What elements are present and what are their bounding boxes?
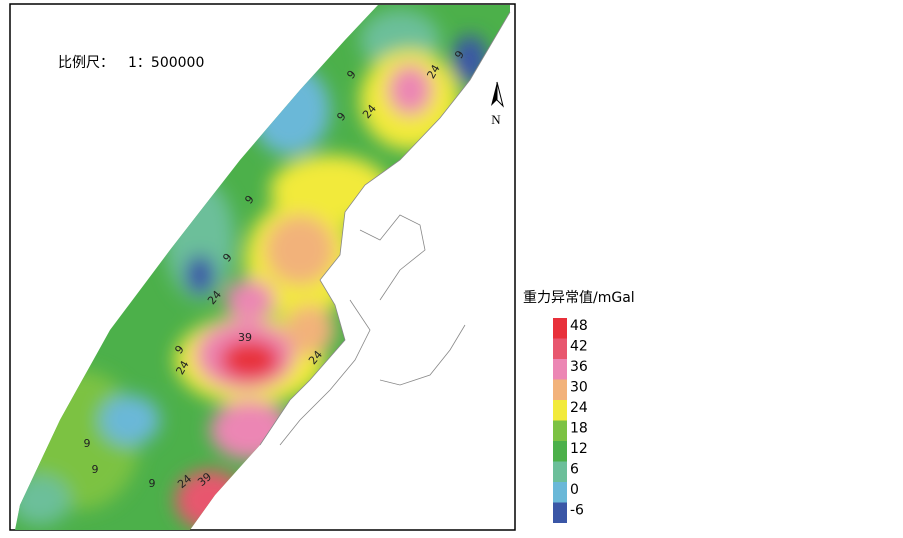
contour-label: 39 (238, 331, 252, 344)
legend-swatch (553, 441, 567, 462)
coastline (259, 11, 511, 446)
legend-tick-label: 42 (570, 339, 588, 355)
contour-label: 24 (424, 62, 442, 81)
north-arrow (491, 82, 497, 106)
legend-swatch (553, 338, 567, 359)
contour-label: 24 (173, 358, 191, 377)
contour-label: 9 (84, 437, 91, 450)
scale-ratio: 1：500000 (128, 55, 204, 71)
legend-title: 重力异常值/mGal (523, 290, 635, 306)
legend-tick-label: 0 (570, 482, 579, 498)
legend-swatch (553, 482, 567, 503)
legend-tick-label: 12 (570, 441, 588, 457)
legend-swatch (553, 461, 567, 482)
legend-tick-label: -6 (570, 503, 584, 519)
legend-tick-label: 18 (570, 421, 588, 437)
contour-label: 9 (149, 477, 156, 490)
contour-label: 9 (92, 463, 99, 476)
legend-swatch (553, 400, 567, 421)
legend-swatch (553, 359, 567, 380)
legend: 48 42 36 30 24 18 12 6 0 -6 (553, 318, 588, 523)
legend-tick-label: 36 (570, 359, 588, 375)
legend-swatch (553, 318, 567, 339)
scale-label: 比例尺： (58, 55, 114, 71)
legend-swatch (553, 379, 567, 400)
legend-swatch (553, 502, 567, 523)
legend-tick-label: 30 (570, 380, 588, 396)
legend-tick-label: 48 (570, 318, 588, 334)
legend-swatch (553, 420, 567, 441)
north-label: N (491, 112, 501, 127)
north-arrow-half (496, 81, 504, 108)
legend-tick-label: 6 (570, 462, 579, 478)
legend-tick-label: 24 (570, 400, 588, 416)
